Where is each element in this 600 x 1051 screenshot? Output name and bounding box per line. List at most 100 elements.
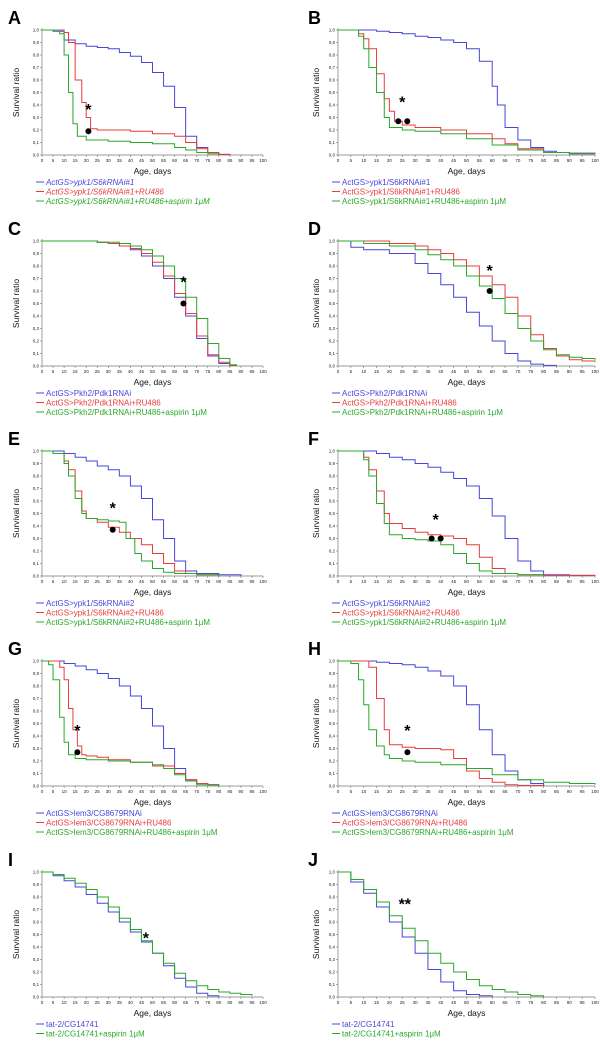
y-tick-label: 0,5 bbox=[329, 90, 336, 95]
x-tick-label: 25 bbox=[400, 1000, 406, 1005]
significance-asterisk-g: * bbox=[74, 723, 81, 740]
x-tick-label: 25 bbox=[95, 369, 101, 374]
x-tick-label: 95 bbox=[249, 789, 255, 794]
significance-asterisk-i: * bbox=[143, 930, 150, 947]
x-tick-label: 95 bbox=[249, 158, 255, 163]
y-tick-label: 0,2 bbox=[33, 759, 40, 764]
y-tick-label: 1,0 bbox=[33, 870, 40, 875]
panel-label-g: G bbox=[8, 639, 22, 659]
y-tick-label: 1,0 bbox=[33, 28, 40, 33]
y-tick-label: 0,9 bbox=[33, 882, 40, 887]
y-tick-label: 0,7 bbox=[329, 276, 336, 281]
x-tick-label: 20 bbox=[387, 789, 393, 794]
x-tick-label: 35 bbox=[425, 789, 431, 794]
panel-i: I 0,0 0,1 0,2 0,3 0,4 0,5 0,6 0,7 0,8 0,9 1,0 0 5 10 15… bbox=[8, 850, 267, 1039]
y-tick-label: 0,8 bbox=[33, 684, 40, 689]
panel-label-d: D bbox=[308, 219, 321, 239]
legend-entry-d-2: ActGS>Pkh2/Pdk1RNAi+RU486 bbox=[342, 399, 457, 408]
x-tick-label: 60 bbox=[172, 789, 178, 794]
x-tick-label: 90 bbox=[567, 1000, 573, 1005]
x-tick-label: 30 bbox=[413, 789, 419, 794]
y-tick-label: 0,4 bbox=[33, 524, 40, 529]
y-tick-label: 0,1 bbox=[329, 351, 336, 356]
x-tick-label: 35 bbox=[425, 579, 431, 584]
x-tick-label: 95 bbox=[580, 158, 586, 163]
x-tick-label: 25 bbox=[95, 579, 101, 584]
y-tick-label: 0,3 bbox=[33, 536, 40, 541]
legend-entry-e-1: ActGS>ypk1/S6kRNAi#2 bbox=[46, 599, 135, 608]
panel-b: B 0,0 0,1 0,2 0,3 0,4 0,5 0,6 0,7 0,8 0,9 1,0 0 5 10 15… bbox=[308, 8, 599, 206]
x-tick-label: 85 bbox=[227, 158, 233, 163]
panel-f: F 0,0 0,1 0,2 0,3 0,4 0,5 0,6 0,7 0,8 0,9 1,0 0 5 10 15… bbox=[308, 429, 599, 627]
y-tick-label: 0,6 bbox=[33, 499, 40, 504]
y-tick-label: 0,5 bbox=[329, 721, 336, 726]
x-tick-label: 55 bbox=[477, 789, 483, 794]
y-tick-label: 0,4 bbox=[33, 734, 40, 739]
x-tick-label: 65 bbox=[503, 158, 509, 163]
x-tick-label: 55 bbox=[161, 369, 167, 374]
significance-dot-a bbox=[85, 128, 92, 135]
x-tick-label: 90 bbox=[238, 1000, 244, 1005]
x-tick-label: 35 bbox=[425, 369, 431, 374]
x-tick-label: 10 bbox=[361, 789, 367, 794]
x-tick-label: 100 bbox=[259, 158, 267, 163]
legend-entry-i-1: tat-2/CG14741 bbox=[46, 1020, 99, 1029]
x-tick-label: 5 bbox=[52, 1000, 55, 1005]
x-tick-label: 75 bbox=[205, 369, 211, 374]
y-tick-label: 0,3 bbox=[329, 957, 336, 962]
y-tick-label: 0,7 bbox=[33, 276, 40, 281]
x-tick-label: 20 bbox=[84, 369, 90, 374]
x-tick-label: 85 bbox=[227, 369, 233, 374]
y-tick-label: 0,6 bbox=[33, 920, 40, 925]
x-tick-label: 65 bbox=[503, 789, 509, 794]
legend-entry-j-1: tat-2/CG14741 bbox=[342, 1020, 395, 1029]
x-tick-label: 100 bbox=[259, 369, 267, 374]
x-tick-label: 85 bbox=[554, 1000, 560, 1005]
series-line-d-3 bbox=[338, 240, 596, 360]
x-tick-label: 5 bbox=[350, 158, 353, 163]
y-tick-label: 1,0 bbox=[329, 28, 336, 33]
x-tick-label: 70 bbox=[515, 369, 521, 374]
y-tick-label: 0,8 bbox=[329, 474, 336, 479]
y-tick-label: 0,4 bbox=[329, 103, 336, 108]
x-tick-label: 50 bbox=[464, 579, 470, 584]
x-tick-label: 25 bbox=[400, 158, 406, 163]
y-axis-label-a: Survival ratio bbox=[11, 68, 21, 117]
x-tick-label: 85 bbox=[554, 579, 560, 584]
x-tick-label: 65 bbox=[183, 579, 189, 584]
x-tick-label: 55 bbox=[161, 789, 167, 794]
series-line-e-1 bbox=[42, 450, 242, 576]
y-tick-label: 0,5 bbox=[329, 511, 336, 516]
y-tick-label: 0,0 bbox=[33, 995, 40, 1000]
x-tick-label: 35 bbox=[117, 579, 123, 584]
series-line-h-1 bbox=[338, 660, 545, 786]
x-tick-label: 50 bbox=[150, 1000, 156, 1005]
y-tick-label: 0,4 bbox=[33, 103, 40, 108]
y-tick-label: 0,8 bbox=[329, 895, 336, 900]
y-tick-label: 0,7 bbox=[329, 486, 336, 491]
significance-asterisk-d: * bbox=[487, 263, 494, 280]
y-tick-label: 0,5 bbox=[33, 932, 40, 937]
x-tick-label: 100 bbox=[259, 1000, 267, 1005]
x-tick-label: 30 bbox=[106, 158, 112, 163]
y-tick-label: 0,8 bbox=[33, 895, 40, 900]
series-line-g-2 bbox=[42, 660, 220, 786]
y-tick-label: 0,9 bbox=[329, 882, 336, 887]
x-tick-label: 60 bbox=[490, 579, 496, 584]
y-tick-label: 0,1 bbox=[329, 140, 336, 145]
x-tick-label: 85 bbox=[227, 579, 233, 584]
x-tick-label: 45 bbox=[139, 579, 145, 584]
significance-dot-b bbox=[404, 118, 411, 125]
y-tick-label: 0,9 bbox=[329, 40, 336, 45]
x-tick-label: 80 bbox=[541, 158, 547, 163]
x-tick-label: 40 bbox=[438, 1000, 444, 1005]
significance-asterisk-c: * bbox=[180, 274, 187, 291]
y-tick-label: 0,9 bbox=[329, 671, 336, 676]
x-tick-label: 90 bbox=[567, 369, 573, 374]
x-tick-label: 25 bbox=[400, 369, 406, 374]
y-tick-label: 0,0 bbox=[329, 784, 336, 789]
panel-label-a: A bbox=[8, 8, 21, 28]
x-tick-label: 40 bbox=[128, 1000, 134, 1005]
x-axis-label-g: Age, days bbox=[134, 797, 172, 807]
series-line-j-1 bbox=[338, 871, 493, 997]
